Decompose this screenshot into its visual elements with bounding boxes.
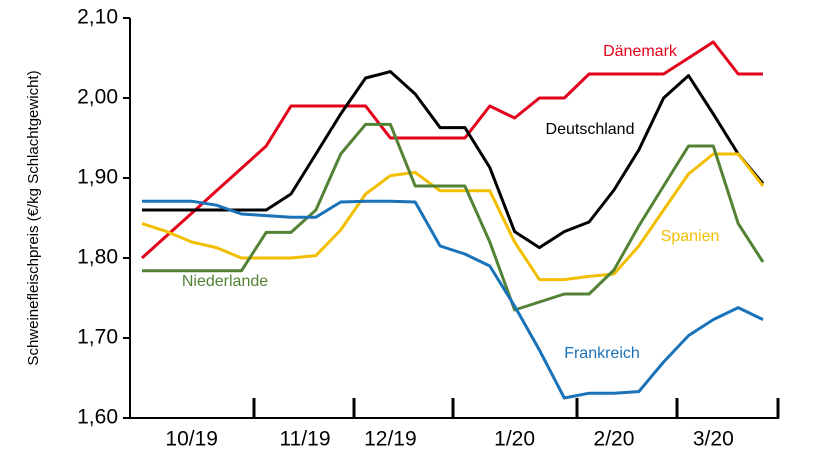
y-tick-label: 2,10 [77, 6, 118, 29]
y-tick-label: 1,60 [77, 406, 118, 429]
series-line [142, 199, 764, 400]
x-tick-label: 2/20 [594, 428, 635, 451]
y-tick-label: 1,90 [77, 166, 118, 189]
series-line [142, 70, 765, 250]
series-label: Deutschland [546, 121, 635, 138]
series-line [140, 40, 763, 260]
series-label: Frankreich [564, 345, 640, 362]
series-label: Spanien [661, 228, 720, 245]
x-tick-label: 3/20 [693, 428, 734, 451]
x-tick-label: 11/19 [280, 428, 331, 451]
x-tick-label: 12/19 [364, 428, 417, 451]
series-label: Niederlande [182, 273, 268, 290]
y-tick-label: 2,00 [77, 86, 118, 109]
series-line [141, 152, 765, 282]
y-tick-label: 1,70 [77, 326, 118, 349]
x-tick-label: 1/20 [494, 428, 535, 451]
series-label: Dänemark [603, 43, 678, 60]
month-separators [252, 398, 780, 418]
x-tick-label: 10/19 [165, 428, 218, 451]
y-tick-label: 1,80 [77, 246, 118, 269]
y-axis-label: Schweinefleischpreis (€/kg Schlachtgewic… [25, 70, 42, 365]
series-line [142, 122, 765, 312]
